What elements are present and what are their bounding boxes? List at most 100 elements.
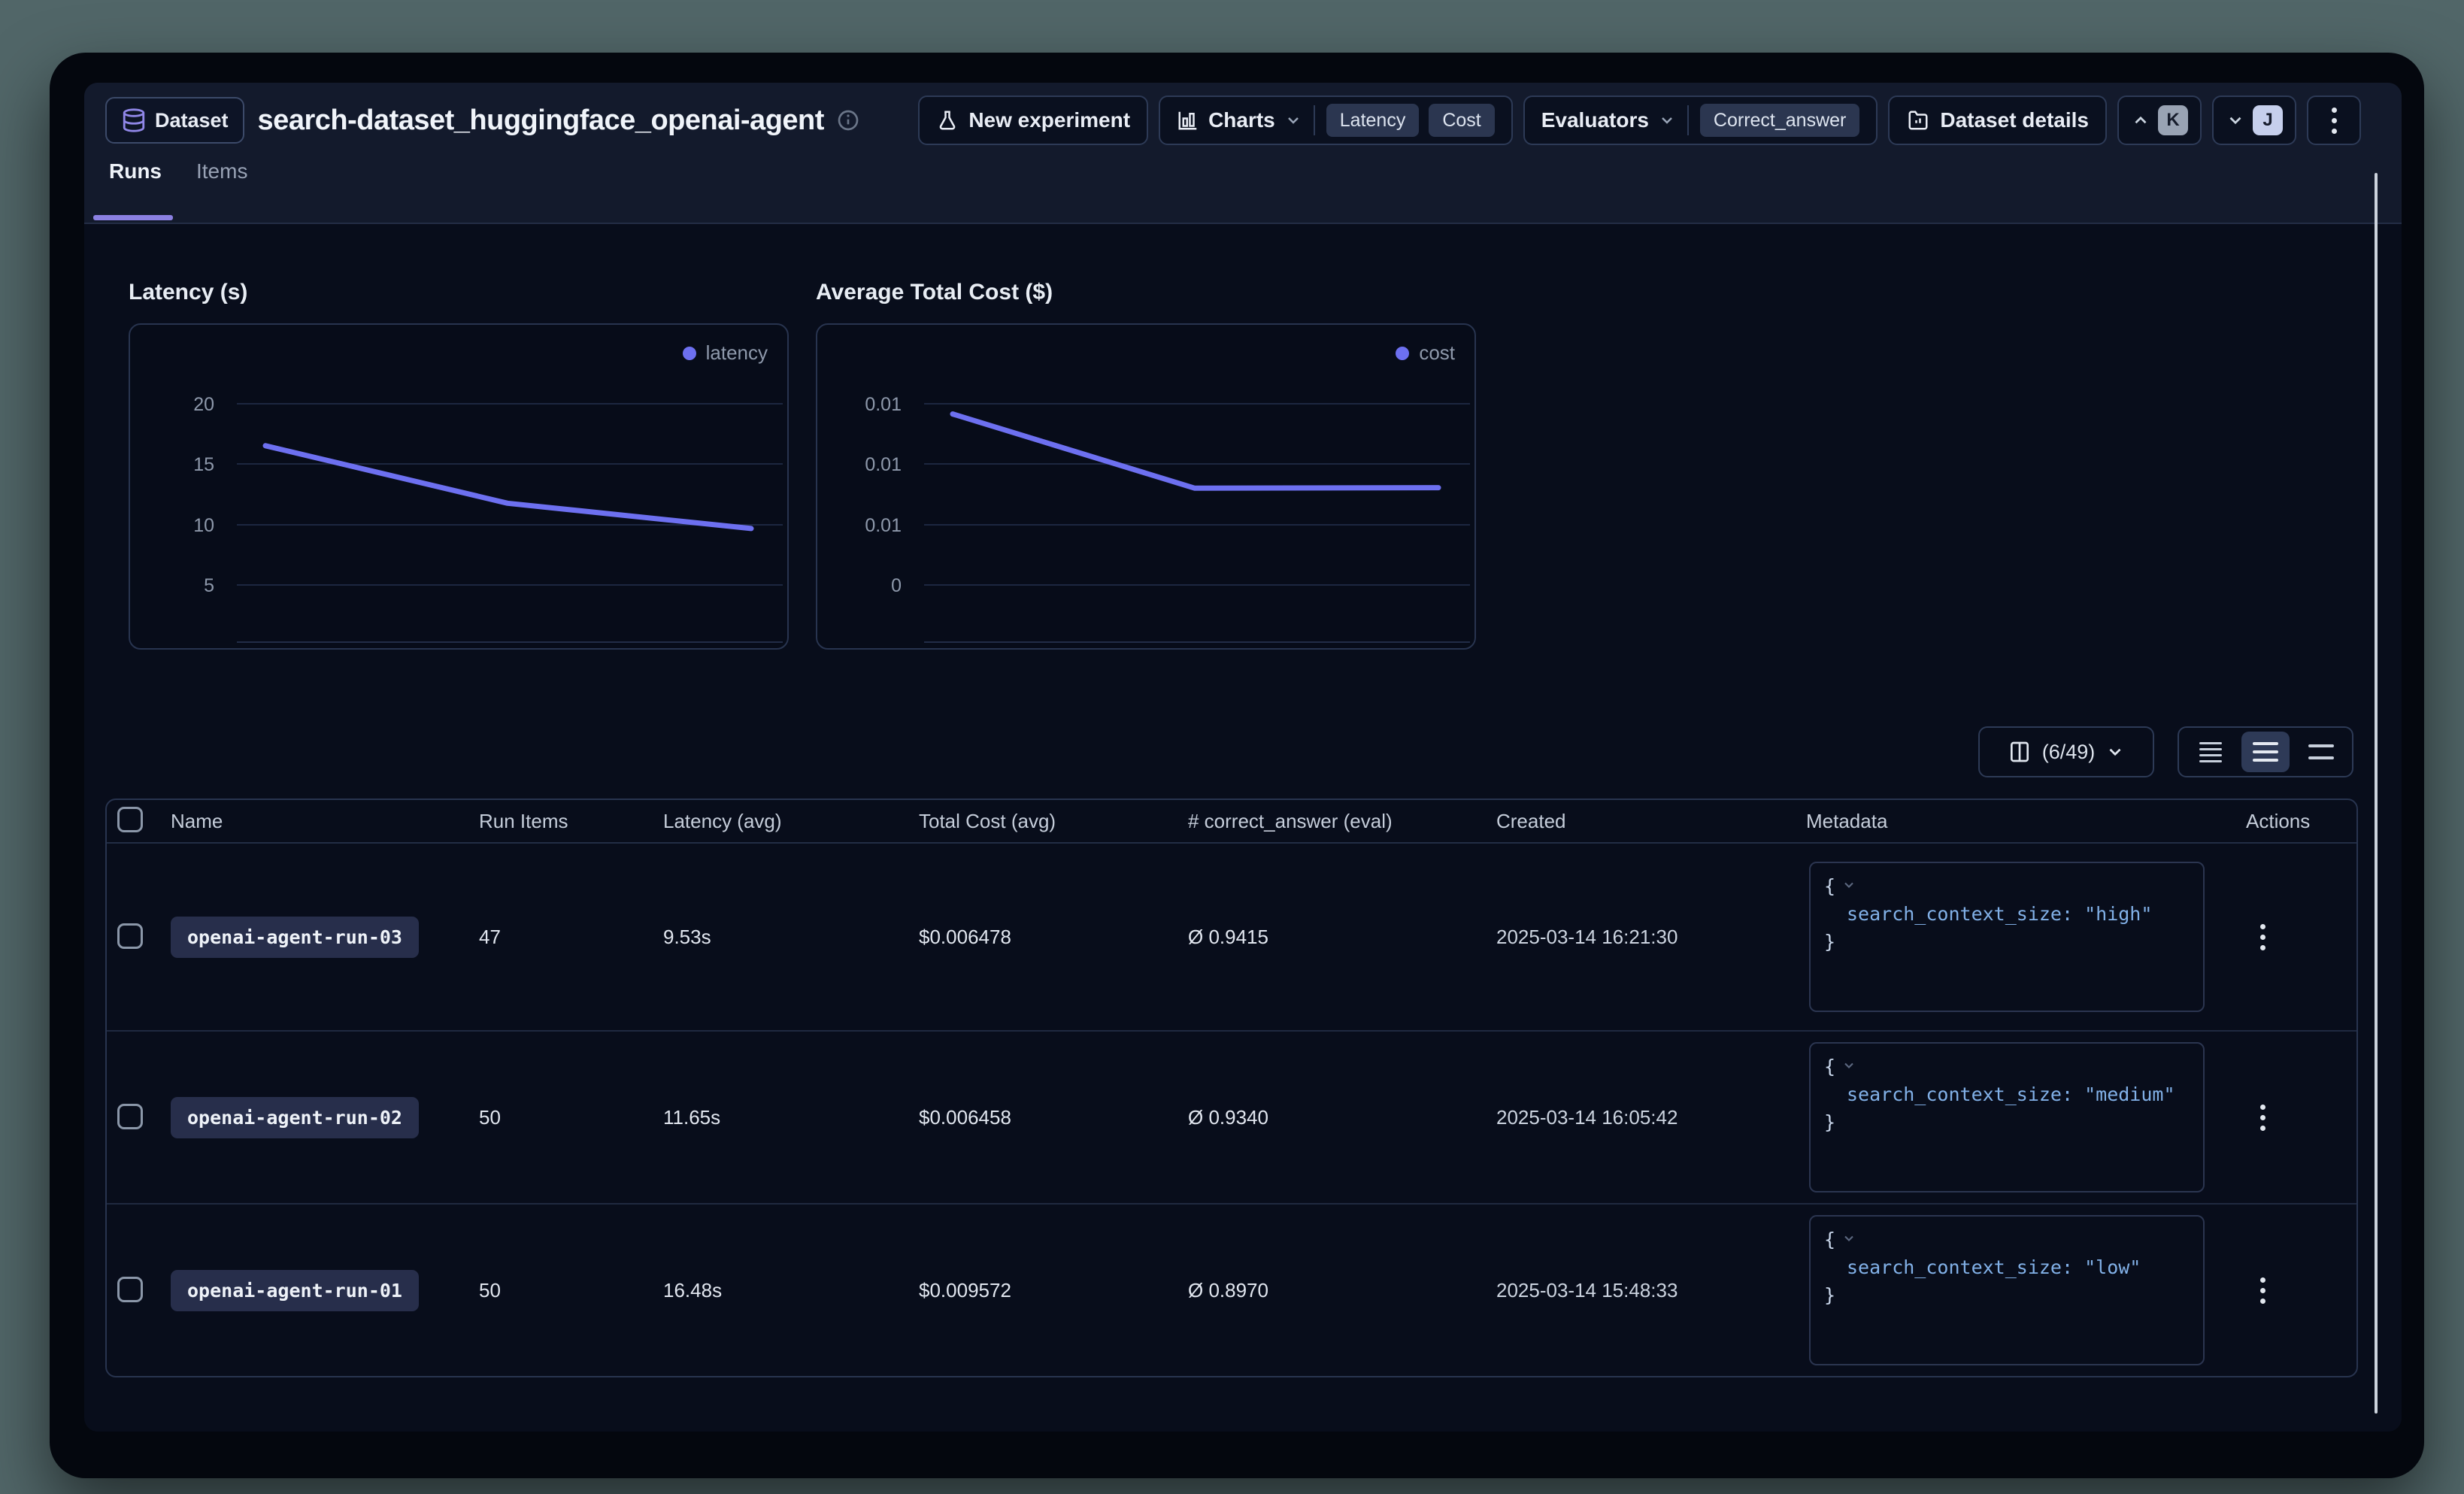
json-key: search_context_size:: [1847, 1083, 2073, 1105]
run-items-cell: 47: [479, 926, 663, 949]
total-cost-cell: $0.006478: [919, 926, 1188, 949]
cost-chart-title: Average Total Cost ($): [816, 280, 1476, 305]
run-items-cell: 50: [479, 1279, 663, 1302]
latency-cell: 16.48s: [663, 1279, 919, 1302]
row-height-tall-option[interactable]: [2297, 732, 2345, 772]
chart-chip-latency[interactable]: Latency: [1326, 104, 1420, 137]
column-header-run-items[interactable]: Run Items: [479, 810, 663, 833]
latency-chart-card: latency 20 15 10 5: [129, 323, 789, 650]
select-all-checkbox[interactable]: [117, 807, 143, 832]
json-value: "medium": [2084, 1083, 2175, 1105]
collapse-user-button[interactable]: K: [2117, 95, 2202, 145]
latency-line-series: [130, 325, 790, 651]
avatar-j: J: [2253, 105, 2283, 135]
evaluator-chip-correct-answer[interactable]: Correct_answer: [1700, 104, 1859, 137]
info-icon[interactable]: [836, 108, 860, 132]
row-height-medium-option[interactable]: [2241, 732, 2290, 772]
json-key: search_context_size:: [1847, 1256, 2073, 1278]
column-header-metadata[interactable]: Metadata: [1806, 810, 2246, 833]
flask-icon: [936, 108, 959, 132]
column-header-actions: Actions: [2246, 810, 2356, 833]
evaluators-label: Evaluators: [1541, 108, 1649, 132]
bar-chart-icon: [1177, 109, 1199, 132]
app-window: Dataset search-dataset_huggingface_opena…: [50, 53, 2424, 1478]
kebab-icon: [2260, 1105, 2265, 1131]
correct-answer-cell: Ø 0.9415: [1188, 926, 1496, 949]
created-cell: 2025-03-14 15:48:33: [1496, 1279, 1806, 1302]
json-key: search_context_size:: [1847, 903, 2073, 925]
json-open-brace: {: [1824, 1229, 1835, 1250]
column-header-correct-answer[interactable]: # correct_answer (eval): [1188, 810, 1496, 833]
page-title: search-dataset_huggingface_openai-agent: [258, 105, 824, 137]
title-info[interactable]: [836, 108, 860, 132]
charts-menu[interactable]: Charts: [1177, 108, 1302, 132]
column-selector-count: (6/49): [2042, 741, 2096, 764]
header-kebab-menu-button[interactable]: [2307, 95, 2361, 145]
run-name-link[interactable]: openai-agent-run-02: [171, 1097, 419, 1138]
row-actions-kebab-button[interactable]: [2246, 914, 2279, 959]
column-header-latency[interactable]: Latency (avg): [663, 810, 919, 833]
json-close-brace: }: [1824, 931, 1835, 953]
tab-items[interactable]: Items: [196, 159, 247, 183]
desktop-background: Dataset search-dataset_huggingface_opena…: [0, 0, 2464, 1494]
table-row: openai-agent-run-02 50 11.65s $0.006458 …: [107, 1030, 2356, 1203]
metadata-json-box: { search_context_size: "high" }: [1809, 862, 2205, 1012]
row-actions-kebab-button[interactable]: [2246, 1268, 2279, 1313]
chevron-down-icon: [1658, 111, 1676, 129]
column-header-created[interactable]: Created: [1496, 810, 1806, 833]
cost-chart-card: cost 0.01 0.01 0.01 0: [816, 323, 1476, 650]
chevron-down-icon: [2226, 111, 2245, 130]
collapse-json-chevron-icon[interactable]: [1841, 1231, 1856, 1246]
charts-label: Charts: [1208, 108, 1275, 132]
row-height-compact-option[interactable]: [2187, 732, 2235, 772]
evaluators-menu[interactable]: Evaluators: [1541, 108, 1676, 132]
charts-group: Charts Latency Cost: [1159, 95, 1513, 145]
chevron-up-icon: [2131, 111, 2150, 130]
table-row: openai-agent-run-01 50 16.48s $0.009572 …: [107, 1203, 2356, 1376]
avatar-k: K: [2158, 105, 2188, 135]
dataset-details-label: Dataset details: [1940, 108, 2089, 132]
json-open-brace: {: [1824, 875, 1835, 897]
collapse-json-chevron-icon[interactable]: [1841, 877, 1856, 892]
columns-icon: [2008, 739, 2032, 765]
run-name-link[interactable]: openai-agent-run-03: [171, 917, 419, 958]
vertical-scrollbar[interactable]: [2375, 173, 2378, 1414]
cost-chart-block: Average Total Cost ($) cost 0.01 0.01 0.…: [816, 280, 1476, 305]
run-name-link[interactable]: openai-agent-run-01: [171, 1270, 419, 1311]
created-cell: 2025-03-14 16:05:42: [1496, 1106, 1806, 1129]
column-selector-button[interactable]: (6/49): [1978, 726, 2154, 777]
dataset-details-button[interactable]: Dataset details: [1888, 95, 2107, 145]
column-header-total-cost[interactable]: Total Cost (avg): [919, 810, 1188, 833]
created-cell: 2025-03-14 16:21:30: [1496, 926, 1806, 949]
cost-line-series: [817, 325, 1477, 651]
row-checkbox[interactable]: [117, 923, 143, 949]
page-header: Dataset search-dataset_huggingface_opena…: [84, 83, 2402, 224]
chevron-down-icon: [1284, 111, 1302, 129]
dataset-badge: Dataset: [105, 97, 244, 144]
header-actions: New experiment Charts Latency Cost: [918, 95, 2361, 145]
total-cost-cell: $0.009572: [919, 1279, 1188, 1302]
json-close-brace: }: [1824, 1111, 1835, 1133]
kebab-icon: [2260, 924, 2265, 950]
metadata-json-box: { search_context_size: "low" }: [1809, 1215, 2205, 1365]
correct-answer-cell: Ø 0.9340: [1188, 1106, 1496, 1129]
latency-cell: 9.53s: [663, 926, 919, 949]
row-checkbox[interactable]: [117, 1104, 143, 1129]
metadata-json-box: { search_context_size: "medium" }: [1809, 1042, 2205, 1192]
total-cost-cell: $0.006458: [919, 1106, 1188, 1129]
tab-runs[interactable]: Runs: [109, 159, 162, 183]
run-items-cell: 50: [479, 1106, 663, 1129]
new-experiment-button[interactable]: New experiment: [918, 95, 1148, 145]
table-row: openai-agent-run-03 47 9.53s $0.006478 Ø…: [107, 844, 2356, 1030]
expand-user-button[interactable]: J: [2212, 95, 2296, 145]
divider: [1687, 105, 1689, 135]
chart-chip-cost[interactable]: Cost: [1429, 104, 1494, 137]
title-row: Dataset search-dataset_huggingface_opena…: [105, 95, 2361, 146]
row-checkbox[interactable]: [117, 1277, 143, 1302]
column-header-name[interactable]: Name: [171, 810, 479, 833]
row-actions-kebab-button[interactable]: [2246, 1095, 2279, 1140]
latency-chart-title: Latency (s): [129, 280, 789, 305]
json-value: "low": [2084, 1256, 2141, 1278]
collapse-json-chevron-icon[interactable]: [1841, 1058, 1856, 1073]
runs-table: Name Run Items Latency (avg) Total Cost …: [105, 799, 2358, 1377]
